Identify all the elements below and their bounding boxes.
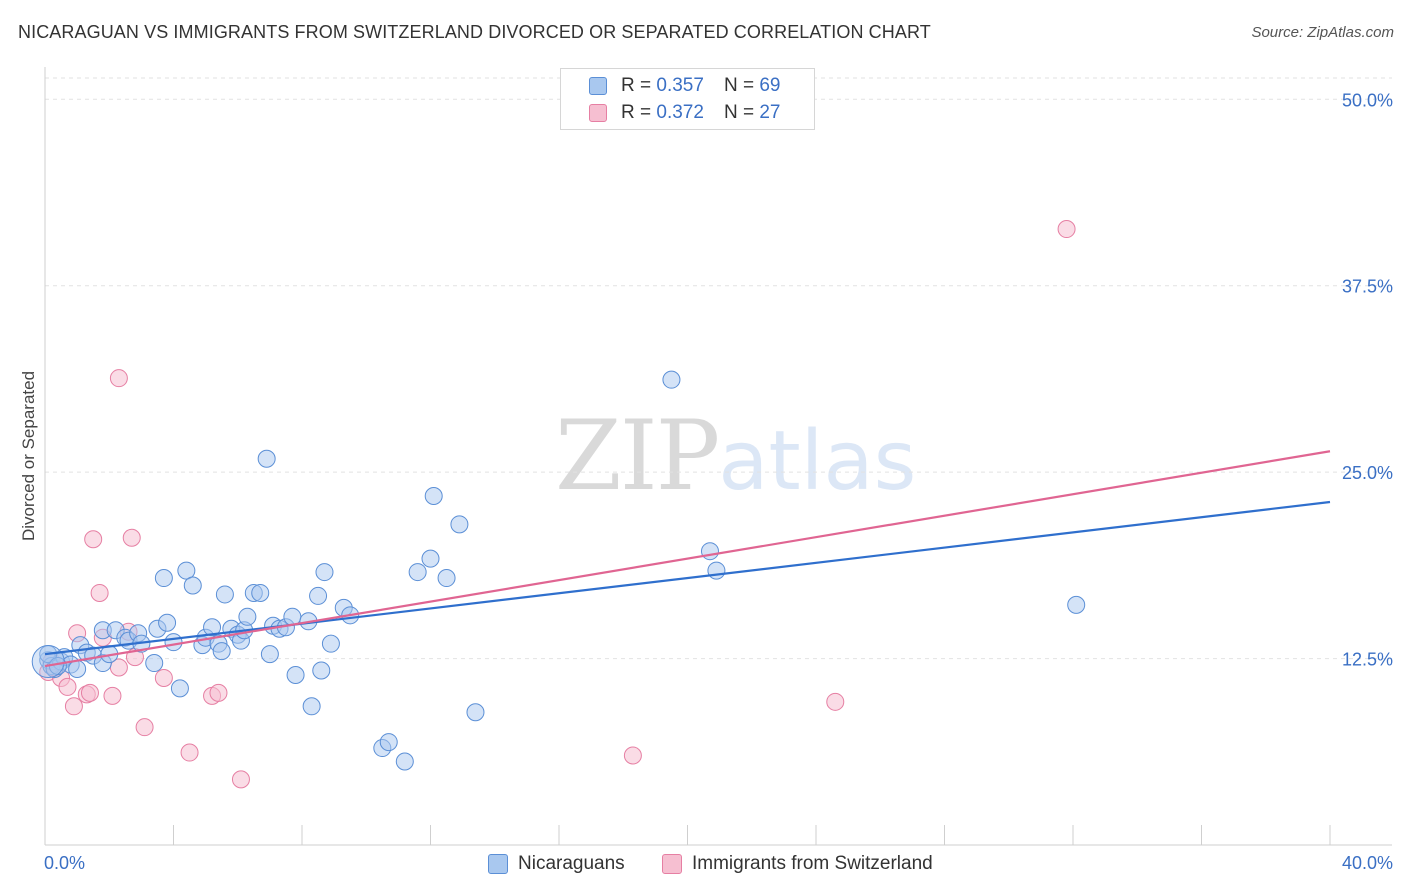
data-point-switzerland (109, 369, 128, 388)
bottom-legend-switzerland: Immigrants from Switzerland (662, 851, 933, 877)
data-point-nicaraguans (251, 583, 270, 602)
legend-r-label: R = (621, 75, 652, 96)
tick-labels: 12.5% 25.0% 37.5% 50.0% 0.0% 40.0% (44, 90, 1393, 873)
data-point-nicaraguans (68, 660, 87, 679)
data-point-nicaraguans (309, 586, 328, 605)
data-point-nicaraguans (450, 515, 469, 534)
watermark-atlas: atlas (718, 414, 917, 509)
data-point-switzerland (90, 583, 109, 602)
y-tick-label: 50.0% (1342, 90, 1393, 110)
data-point-switzerland (64, 697, 83, 716)
data-point-nicaraguans (158, 613, 177, 632)
axes (44, 67, 1392, 846)
data-point-nicaraguans (286, 665, 305, 684)
legend-n-label: N = (723, 102, 755, 123)
data-point-switzerland (135, 718, 154, 737)
legend: R = 0.357 N = 69 R = 0.372 N = 27 (560, 68, 815, 130)
legend-swatch-switzerland (589, 104, 607, 122)
watermark-zip: ZIP (555, 400, 720, 512)
data-point-nicaraguans (212, 642, 231, 661)
bottom-legend-label-nicaraguans: Nicaraguans (518, 853, 625, 874)
data-point-switzerland (84, 530, 103, 549)
data-point-nicaraguans (421, 549, 440, 568)
data-point-switzerland (58, 677, 77, 696)
data-point-nicaraguans (707, 561, 726, 580)
watermark: ZIPatlas (555, 400, 916, 512)
series-immigrants-switzerland-points (39, 220, 1076, 789)
data-point-switzerland (1057, 220, 1076, 239)
data-point-switzerland (122, 528, 141, 547)
data-point-nicaraguans (466, 703, 485, 722)
legend-r-label: R = (621, 102, 652, 123)
chart-source: Source: ZipAtlas.com (1251, 24, 1394, 41)
legend-r-value: 0.372 (656, 102, 704, 123)
data-point-switzerland (154, 668, 173, 687)
data-point-nicaraguans (312, 661, 331, 680)
x-tick-label: 0.0% (44, 853, 85, 873)
data-point-nicaraguans (408, 563, 427, 582)
data-point-nicaraguans (170, 679, 189, 698)
data-point-nicaraguans (177, 561, 196, 580)
data-point-nicaraguans (302, 697, 321, 716)
data-point-nicaraguans (238, 607, 257, 626)
data-point-nicaraguans (154, 569, 173, 588)
data-point-nicaraguans (662, 370, 681, 389)
data-point-nicaraguans (424, 487, 443, 506)
data-point-switzerland (209, 683, 228, 702)
data-point-nicaraguans (395, 752, 414, 771)
chart-title: NICARAGUAN VS IMMIGRANTS FROM SWITZERLAN… (18, 22, 931, 42)
data-point-nicaraguans (321, 634, 340, 653)
data-point-nicaraguans (31, 645, 65, 679)
y-axis-label: Divorced or Separated (19, 371, 38, 541)
data-point-nicaraguans (1067, 595, 1086, 614)
series-nicaraguans-points (31, 370, 1086, 771)
data-point-nicaraguans (700, 542, 719, 561)
legend-r-value: 0.357 (656, 75, 704, 96)
data-point-switzerland (231, 770, 250, 789)
y-tick-label: 12.5% (1342, 650, 1393, 670)
data-point-switzerland (623, 746, 642, 765)
y-tick-label: 37.5% (1342, 277, 1393, 297)
data-point-nicaraguans (315, 563, 334, 582)
data-point-switzerland (103, 686, 122, 705)
bottom-legend-nicaraguans: Nicaraguans (488, 851, 625, 877)
x-tick-label: 40.0% (1342, 853, 1393, 873)
trend-line-nicaraguans (44, 500, 1331, 656)
data-point-nicaraguans (379, 733, 398, 752)
data-point-switzerland (80, 683, 99, 702)
trend-line-switzerland (44, 450, 1331, 668)
data-point-nicaraguans (203, 618, 222, 637)
data-point-nicaraguans (145, 654, 164, 673)
bottom-legend-label-switzerland: Immigrants from Switzerland (692, 853, 933, 874)
data-point-nicaraguans (437, 569, 456, 588)
bottom-legend-swatch-nicaraguans (488, 854, 508, 874)
legend-row-switzerland: R = 0.372 N = 27 (589, 100, 780, 126)
y-tick-label: 25.0% (1342, 463, 1393, 483)
legend-row-nicaraguans: R = 0.357 N = 69 (589, 73, 780, 99)
data-point-switzerland (826, 692, 845, 711)
data-point-nicaraguans (164, 633, 183, 652)
trend-lines (44, 450, 1331, 668)
data-point-nicaraguans (260, 645, 279, 664)
data-point-nicaraguans (183, 576, 202, 595)
bottom-legend-swatch-switzerland (662, 854, 682, 874)
legend-n-label: N = (723, 75, 755, 96)
legend-n-value: 69 (759, 75, 781, 96)
data-point-switzerland (180, 743, 199, 762)
data-point-nicaraguans (257, 449, 276, 468)
legend-swatch-nicaraguans (589, 77, 607, 95)
data-point-nicaraguans (215, 585, 234, 604)
legend-n-value: 27 (759, 102, 781, 123)
